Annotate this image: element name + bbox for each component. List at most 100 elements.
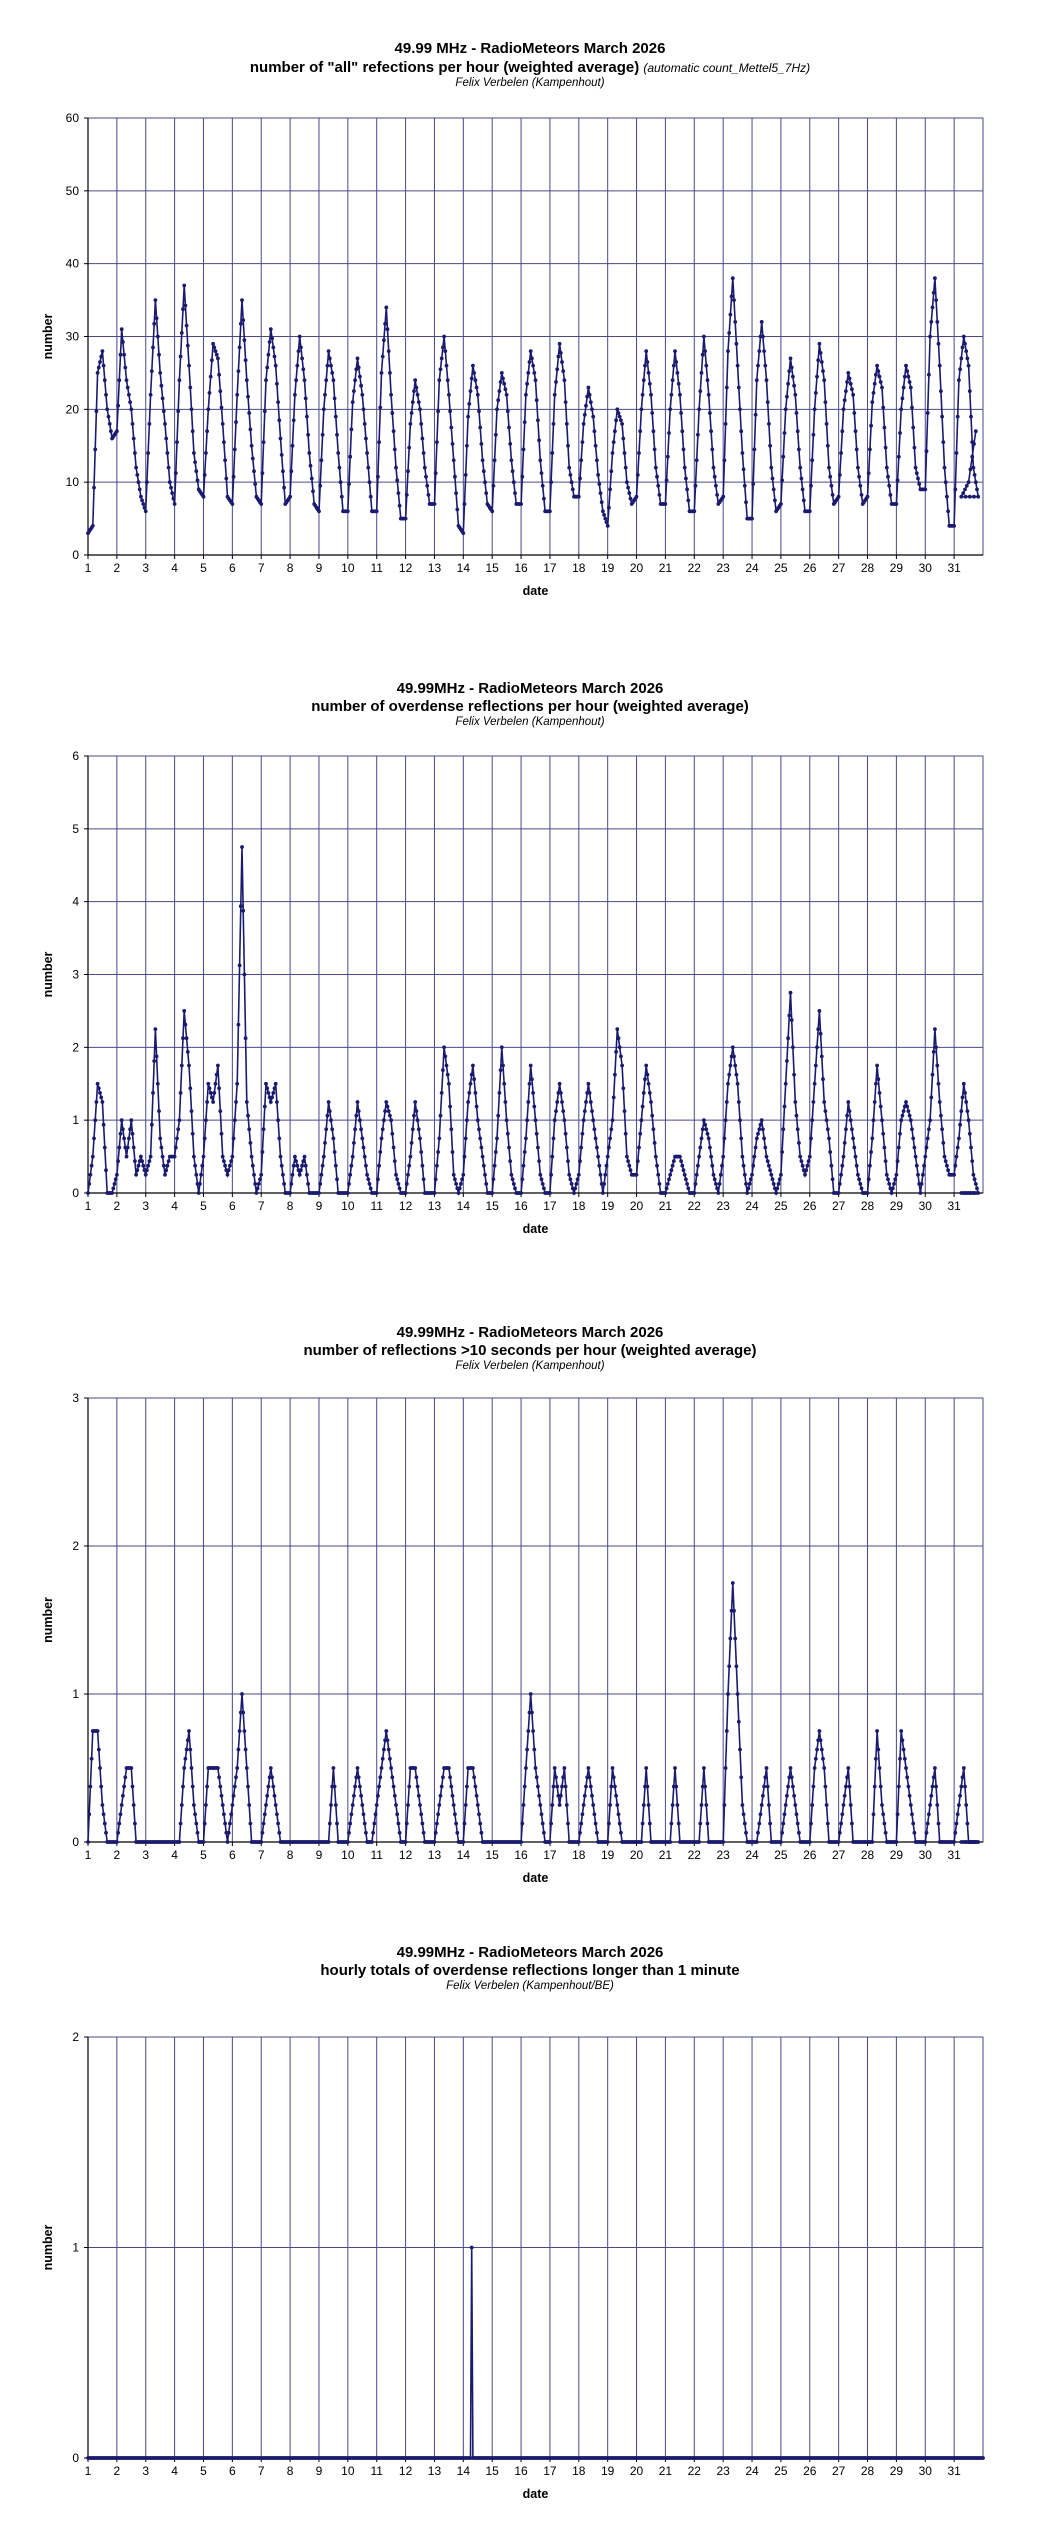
data-point bbox=[894, 1172, 899, 1177]
data-point bbox=[394, 1172, 398, 1177]
data-point bbox=[746, 1186, 751, 1191]
data-point bbox=[204, 1803, 208, 1807]
data-point bbox=[871, 391, 876, 395]
data-point bbox=[708, 1145, 712, 1150]
data-point bbox=[178, 1091, 183, 1095]
data-point bbox=[386, 1747, 391, 1752]
data-point bbox=[697, 407, 701, 412]
data-point bbox=[562, 1118, 567, 1123]
data-point bbox=[265, 1793, 270, 1798]
data-point bbox=[379, 1136, 384, 1141]
data-point bbox=[722, 458, 727, 463]
data-point bbox=[665, 454, 670, 459]
data-point bbox=[360, 392, 365, 397]
data-point bbox=[421, 1177, 426, 1182]
data-point bbox=[94, 409, 99, 414]
y-tick-label: 1 bbox=[72, 2241, 79, 2255]
data-point bbox=[702, 334, 706, 339]
data-point bbox=[780, 1150, 784, 1154]
data-point bbox=[693, 1182, 698, 1186]
data-point bbox=[469, 376, 474, 381]
x-tick-label: 1 bbox=[85, 561, 92, 575]
data-point bbox=[621, 436, 626, 441]
data-point bbox=[532, 1747, 537, 1752]
data-point bbox=[590, 1109, 594, 1113]
data-point bbox=[318, 1182, 323, 1186]
data-point bbox=[192, 451, 196, 455]
data-point bbox=[584, 1100, 588, 1104]
data-point bbox=[378, 405, 383, 410]
data-point bbox=[779, 502, 783, 506]
data-point bbox=[449, 425, 454, 430]
data-point bbox=[118, 1812, 123, 1817]
data-point bbox=[437, 1803, 442, 1807]
data-point bbox=[504, 392, 509, 397]
data-point bbox=[93, 447, 98, 452]
data-point bbox=[421, 451, 426, 455]
data-point bbox=[436, 1812, 440, 1817]
data-point bbox=[828, 1150, 833, 1154]
data-point bbox=[706, 392, 711, 397]
data-point bbox=[379, 1766, 384, 1770]
data-point bbox=[220, 1154, 225, 1159]
data-point bbox=[792, 1793, 796, 1798]
data-point bbox=[670, 378, 675, 383]
data-point bbox=[576, 1172, 581, 1177]
data-point bbox=[953, 1830, 958, 1835]
data-point bbox=[622, 451, 627, 455]
data-point bbox=[674, 360, 679, 364]
data-point bbox=[465, 1118, 469, 1123]
data-point bbox=[602, 513, 606, 517]
data-point bbox=[426, 493, 431, 497]
data-point bbox=[327, 1109, 332, 1113]
data-point bbox=[604, 1163, 609, 1168]
data-point bbox=[884, 1172, 889, 1177]
data-point bbox=[102, 378, 107, 383]
data-point bbox=[130, 1131, 135, 1136]
data-point bbox=[383, 321, 387, 326]
data-point bbox=[377, 440, 381, 444]
data-point bbox=[952, 524, 956, 528]
data-point bbox=[955, 414, 960, 419]
data-point bbox=[839, 451, 843, 455]
data-point bbox=[694, 1172, 699, 1177]
data-point bbox=[724, 1729, 729, 1733]
data-point bbox=[182, 1009, 187, 1013]
data-point bbox=[563, 400, 568, 404]
data-point bbox=[901, 1747, 906, 1752]
data-point bbox=[640, 1104, 645, 1109]
data-point bbox=[936, 1081, 941, 1086]
data-point bbox=[520, 1177, 525, 1182]
data-point bbox=[231, 1793, 236, 1798]
x-tick-label: 7 bbox=[258, 1848, 265, 1862]
x-tick-label: 13 bbox=[428, 1848, 442, 1862]
data-point bbox=[853, 1154, 858, 1159]
data-point bbox=[895, 1812, 900, 1817]
data-point bbox=[738, 1118, 742, 1123]
data-point bbox=[484, 1182, 489, 1186]
data-point bbox=[609, 1127, 614, 1132]
data-point bbox=[474, 1104, 479, 1109]
data-point bbox=[231, 474, 236, 479]
data-point bbox=[152, 321, 157, 326]
data-point bbox=[86, 1191, 90, 1195]
data-point bbox=[365, 451, 369, 455]
data-point bbox=[204, 451, 208, 455]
data-point bbox=[639, 1840, 644, 1844]
data-point bbox=[591, 1803, 596, 1807]
data-point bbox=[900, 1738, 905, 1743]
data-point bbox=[616, 1812, 621, 1817]
data-point bbox=[115, 1840, 119, 1844]
data-point bbox=[164, 436, 169, 441]
x-tick-label: 23 bbox=[716, 1199, 730, 1213]
data-point bbox=[895, 478, 900, 483]
data-point bbox=[646, 1081, 651, 1086]
data-point bbox=[131, 1803, 136, 1807]
data-point bbox=[177, 378, 182, 383]
data-point bbox=[92, 485, 96, 490]
data-point bbox=[576, 494, 581, 499]
data-point bbox=[218, 1109, 223, 1113]
data-point bbox=[566, 1159, 570, 1163]
data-point bbox=[656, 1172, 661, 1177]
data-point bbox=[881, 405, 886, 410]
